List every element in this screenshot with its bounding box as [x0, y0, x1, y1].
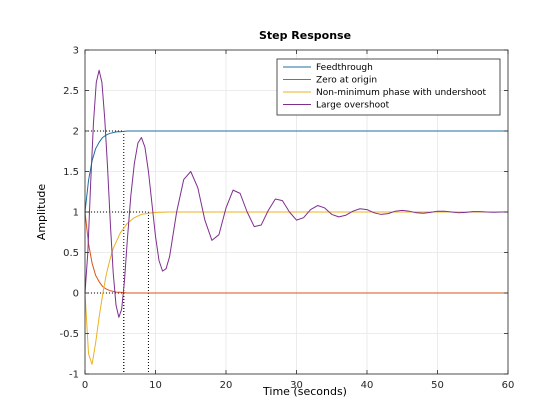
legend-entry-label: Zero at origin [316, 76, 377, 86]
x-tick-label: 20 [220, 380, 233, 391]
tick-marks [84, 49, 509, 375]
x-tick-label: 50 [431, 380, 444, 391]
x-tick-label: 60 [502, 380, 515, 391]
series-line-feedthrough [84, 130, 508, 213]
y-tick-label: 2 [73, 127, 79, 138]
y-tick-label: 3 [73, 46, 79, 57]
y-tick-label: 1.5 [63, 167, 79, 178]
legend-entry-label: Large overshoot [316, 101, 390, 111]
y-tick-label: 0.5 [63, 248, 79, 259]
series-lines [84, 69, 508, 365]
x-tick-label: 40 [361, 380, 374, 391]
y-tick-label: -0.5 [59, 329, 79, 340]
y-axis-label: Amplitude [35, 184, 48, 241]
series-line-non-minimum-phase-with-undershoot [84, 211, 508, 365]
legend-entry-label: Feedthrough [316, 63, 373, 73]
legend: Feedthrough Zero at origin Non-minimum pha… [276, 58, 501, 116]
chart-title: Step Response [259, 29, 351, 42]
x-tick-labels: 0 10 20 30 40 50 60 [82, 380, 515, 391]
x-tick-label: 0 [82, 380, 88, 391]
x-tick-label: 10 [149, 380, 162, 391]
x-tick-label: 30 [290, 380, 303, 391]
y-tick-label: 0 [73, 289, 79, 300]
series-line-large-overshoot [84, 69, 508, 318]
x-axis-label: Time (seconds) [262, 385, 347, 398]
y-tick-labels: -1 -0.5 0 0.5 1 1.5 2 2.5 3 [59, 46, 79, 381]
legend-box [276, 58, 501, 116]
y-tick-label: -1 [69, 370, 79, 381]
legend-entry-label: Non-minimum phase with undershoot [316, 88, 487, 98]
y-tick-label: 2.5 [63, 86, 79, 97]
y-tick-label: 1 [73, 208, 79, 219]
